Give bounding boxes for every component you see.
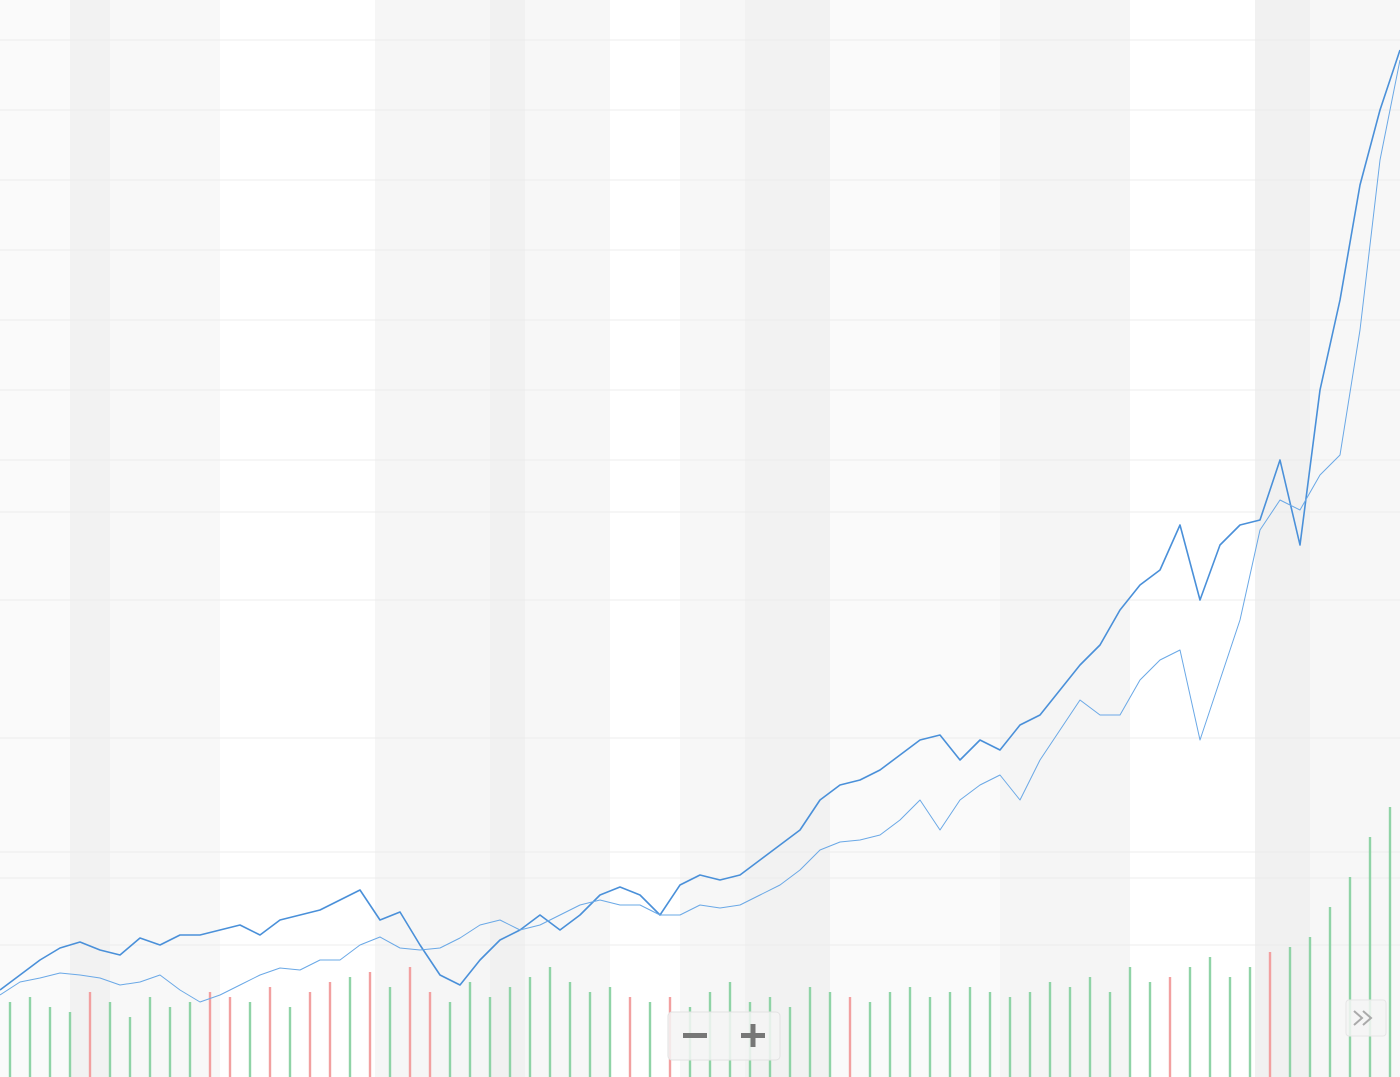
volume-bar bbox=[568, 982, 572, 1077]
zoom-controls bbox=[667, 1011, 781, 1061]
scroll-right-bg[interactable] bbox=[1345, 999, 1387, 1037]
minus-icon bbox=[683, 1033, 707, 1038]
volume-bar bbox=[28, 997, 32, 1077]
volume-bar bbox=[848, 997, 852, 1077]
volume-bar bbox=[348, 977, 352, 1077]
volume-bar bbox=[1248, 967, 1252, 1077]
volume-bar bbox=[588, 992, 592, 1077]
volume-bar bbox=[908, 987, 912, 1077]
volume-bar bbox=[1108, 992, 1112, 1077]
volume-bar bbox=[428, 992, 432, 1077]
volume-bar bbox=[488, 997, 492, 1077]
volume-bar bbox=[448, 1002, 452, 1077]
volume-bar bbox=[548, 967, 552, 1077]
volume-bar bbox=[1328, 907, 1332, 1077]
volume-bar bbox=[288, 1007, 292, 1077]
band bbox=[1255, 0, 1310, 1077]
volume-bar bbox=[1308, 937, 1312, 1077]
volume-bar bbox=[648, 1002, 652, 1077]
band bbox=[110, 0, 220, 1077]
grid bbox=[0, 39, 1400, 946]
band bbox=[490, 0, 525, 1077]
volume-bar bbox=[508, 987, 512, 1077]
volume-bar bbox=[988, 992, 992, 1077]
volume-bar bbox=[1148, 982, 1152, 1077]
volume-bar bbox=[868, 1002, 872, 1077]
band bbox=[1310, 0, 1400, 1077]
volume-bar bbox=[1388, 807, 1392, 1077]
volume-bar bbox=[1168, 977, 1172, 1077]
volume-bar bbox=[1188, 967, 1192, 1077]
volume-bar bbox=[408, 967, 412, 1077]
plus-icon-v bbox=[750, 1024, 756, 1047]
zoom-in-button[interactable] bbox=[730, 1018, 774, 1054]
lines bbox=[0, 49, 1400, 1003]
volume-bar bbox=[168, 1007, 172, 1077]
price-line bbox=[0, 59, 1400, 1003]
volume-bar bbox=[1088, 977, 1092, 1077]
volume-bar bbox=[1368, 837, 1372, 1077]
volume-bar bbox=[468, 982, 472, 1077]
volume-bar bbox=[1048, 982, 1052, 1077]
volume-bar bbox=[68, 1012, 72, 1077]
volume-bar bbox=[788, 1007, 792, 1077]
volume-bar bbox=[88, 992, 92, 1077]
band bbox=[1000, 0, 1130, 1077]
volume-bar bbox=[1028, 992, 1032, 1077]
volume-bar bbox=[8, 1002, 12, 1077]
band bbox=[745, 0, 830, 1077]
volume-bar bbox=[208, 992, 212, 1077]
scroll-right-icon bbox=[1353, 1010, 1373, 1026]
volume-bar bbox=[828, 992, 832, 1077]
band bbox=[830, 0, 1000, 1077]
volume-bar bbox=[608, 987, 612, 1077]
volume-bar bbox=[248, 1002, 252, 1077]
volume-bar bbox=[928, 997, 932, 1077]
volume-bar bbox=[1268, 952, 1272, 1077]
volume-bar bbox=[808, 987, 812, 1077]
volume-bar bbox=[1128, 967, 1132, 1077]
volume-bar bbox=[228, 997, 232, 1077]
volume-bar bbox=[268, 987, 272, 1077]
volume-bar bbox=[1068, 987, 1072, 1077]
volume-bar bbox=[128, 1017, 132, 1077]
volume-bar bbox=[368, 972, 372, 1077]
volume-bar bbox=[1008, 997, 1012, 1077]
band bbox=[680, 0, 745, 1077]
volume-bar bbox=[108, 1002, 112, 1077]
volume-bar bbox=[1348, 877, 1352, 1077]
band bbox=[0, 0, 70, 1077]
scroll-right-button[interactable] bbox=[1345, 999, 1387, 1037]
volume-bar bbox=[388, 987, 392, 1077]
price-line bbox=[0, 49, 1400, 991]
volume-bar bbox=[188, 1002, 192, 1077]
volume-bar bbox=[1228, 977, 1232, 1077]
volume-bar bbox=[328, 982, 332, 1077]
volume-bar bbox=[888, 992, 892, 1077]
zoom-out-button[interactable] bbox=[674, 1018, 718, 1054]
band bbox=[525, 0, 610, 1077]
volume-bar bbox=[148, 997, 152, 1077]
volume-bar bbox=[968, 987, 972, 1077]
volume-bar bbox=[628, 997, 632, 1077]
volume-bar bbox=[308, 992, 312, 1077]
volume-bar bbox=[48, 1007, 52, 1077]
volume-bar bbox=[1208, 957, 1212, 1077]
volume-bar bbox=[948, 992, 952, 1077]
volume-bar bbox=[1288, 947, 1292, 1077]
volume-bar bbox=[528, 977, 532, 1077]
band bbox=[70, 0, 110, 1077]
